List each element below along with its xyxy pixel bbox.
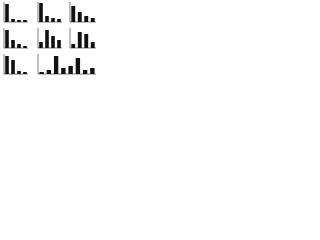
- bar: [61, 68, 66, 74]
- bar: [68, 66, 73, 74]
- bar: [11, 19, 15, 22]
- bar: [46, 70, 52, 74]
- bar: [23, 20, 27, 22]
- figure: [3, 2, 96, 75]
- bar: [17, 20, 21, 22]
- bar: [39, 3, 43, 22]
- bar: [45, 30, 49, 48]
- bar: [53, 56, 59, 74]
- bar: [51, 18, 55, 22]
- bar: [17, 71, 21, 74]
- bar: [5, 56, 9, 74]
- bar: [23, 72, 27, 74]
- bar: [84, 34, 89, 48]
- bar: [90, 68, 95, 74]
- bar: [51, 36, 55, 48]
- bar: [39, 42, 43, 48]
- bar: [45, 16, 49, 22]
- bar: [77, 12, 82, 22]
- bar: [84, 16, 89, 22]
- bar: [5, 4, 9, 22]
- bar: [57, 19, 61, 22]
- bar: [77, 32, 82, 48]
- bar: [71, 6, 76, 22]
- bar: [11, 60, 15, 74]
- bar: [71, 44, 76, 48]
- page: (() => { const data = JSON.parse(documen…: [0, 0, 320, 77]
- bar: [82, 70, 88, 74]
- bar: [5, 30, 9, 48]
- bar: [90, 42, 95, 48]
- bar: [23, 46, 27, 48]
- bar: [75, 58, 81, 74]
- bar: [17, 44, 21, 48]
- bar: [39, 72, 44, 74]
- bar: [57, 40, 61, 48]
- bar: [90, 18, 95, 22]
- bar: [11, 40, 15, 48]
